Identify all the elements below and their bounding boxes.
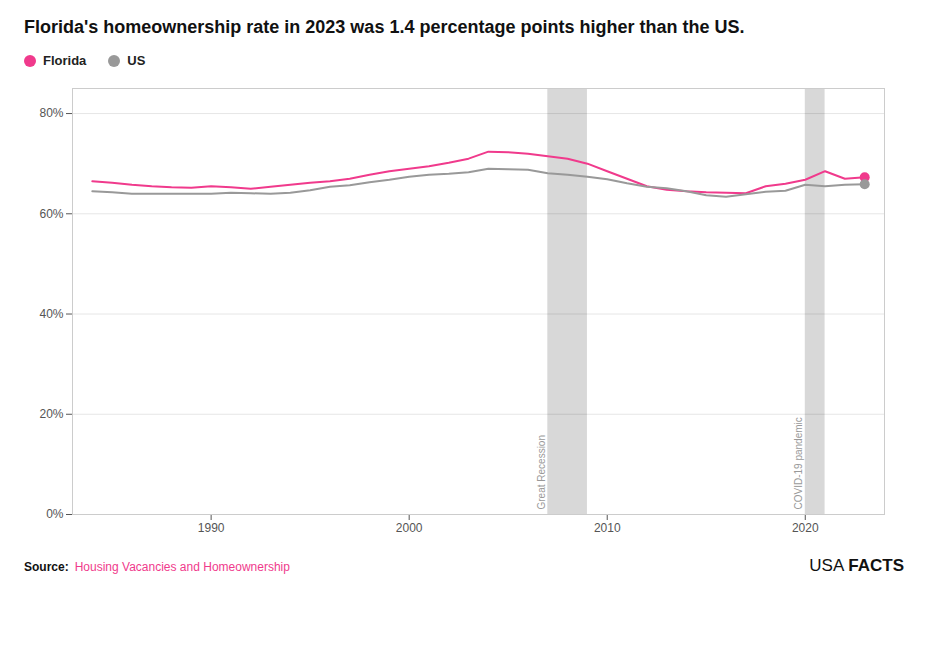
html-text:US: US bbox=[127, 53, 146, 69]
svg-text:80%: 80% bbox=[39, 107, 63, 121]
svg-text:COVID-19 pandemic: COVID-19 pandemic bbox=[793, 418, 804, 510]
svg-text:2010: 2010 bbox=[594, 521, 621, 535]
html-text:Florida: Florida bbox=[43, 53, 87, 69]
svg-text:0%: 0% bbox=[46, 508, 64, 522]
html-text:Florida's homeownership rate i: Florida's homeownership rate in 2023 was… bbox=[24, 17, 745, 37]
html-text:Source: Housing Vacancies and: Source: Housing Vacancies and Homeowners… bbox=[24, 560, 290, 575]
svg-text:2000: 2000 bbox=[396, 521, 423, 535]
html-text:USA FACTS: USA FACTS bbox=[809, 556, 904, 576]
svg-text:2020: 2020 bbox=[792, 521, 819, 535]
svg-text:60%: 60% bbox=[39, 207, 63, 221]
svg-text:Great Recession: Great Recession bbox=[536, 435, 547, 509]
svg-text:1990: 1990 bbox=[198, 521, 225, 535]
svg-text:20%: 20% bbox=[39, 407, 63, 421]
svg-text:40%: 40% bbox=[39, 307, 63, 321]
